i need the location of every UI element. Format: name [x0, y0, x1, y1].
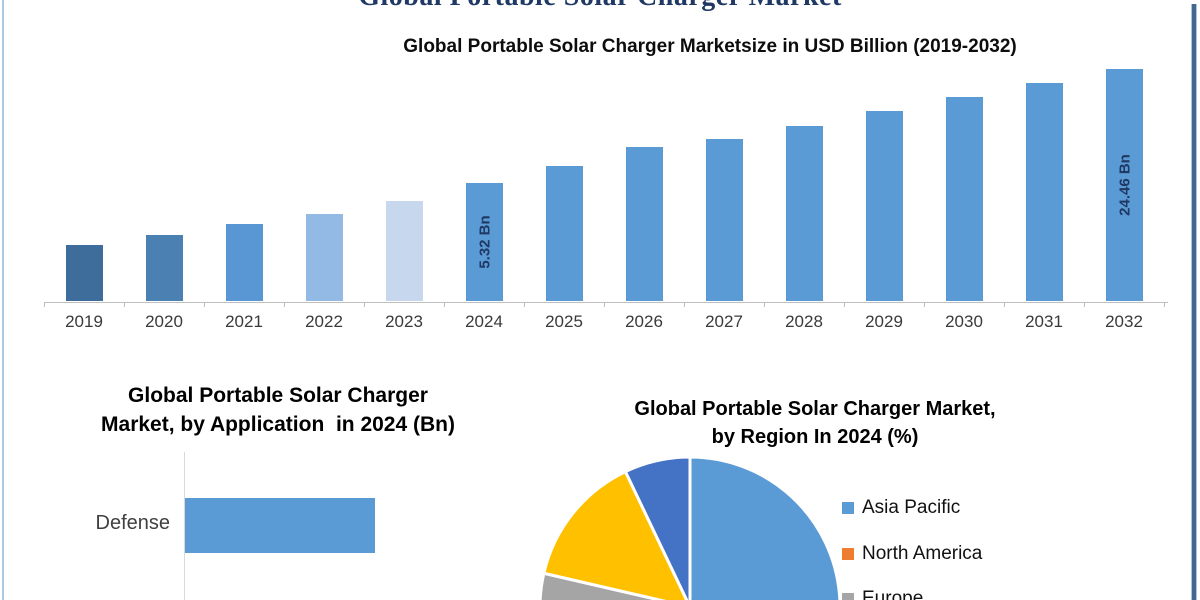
- application-category-label: Defense: [95, 512, 171, 534]
- legend-label: Asia Pacific: [862, 497, 961, 518]
- x-axis-tick: [284, 302, 285, 307]
- pie-chart-title: Global Portable Solar Charger Market, by…: [634, 398, 996, 448]
- bar-2028: [785, 126, 823, 301]
- pie-slice-unlabeled-dark-blue: [623, 455, 692, 600]
- x-axis-tick: [1164, 302, 1165, 307]
- bar-2021: [225, 224, 263, 301]
- x-axis-tick: [364, 302, 365, 307]
- application-chart-title: Global Portable Solar Charger Market, by…: [101, 384, 455, 436]
- x-axis-line: [44, 302, 1168, 303]
- bar-2020: [145, 235, 183, 301]
- x-axis-tick: [124, 302, 125, 307]
- x-axis-label-2026: 2026: [625, 312, 663, 331]
- x-axis-tick: [764, 302, 765, 307]
- bar-2029: [865, 111, 903, 301]
- bar-2027: [705, 139, 743, 301]
- x-axis-label-2025: 2025: [545, 312, 583, 331]
- x-axis-tick: [1084, 302, 1085, 307]
- x-axis-label-2029: 2029: [865, 312, 903, 331]
- pie-slice-unlabeled-yellow: [542, 469, 689, 600]
- bar-chart-title: Global Portable Solar Charger Marketsize…: [403, 36, 1017, 57]
- legend-label: Europe: [862, 588, 924, 600]
- bar-2030: [945, 97, 983, 301]
- legend-swatch-icon: [842, 593, 854, 600]
- left-border-line: [2, 0, 4, 600]
- legend-label: North America: [862, 542, 983, 564]
- bar-data-label-2024: 5.32 Bn: [476, 215, 494, 269]
- pie-slice-asia-pacific: [688, 455, 842, 600]
- application-y-axis-line: [184, 452, 185, 600]
- bar-2023: [385, 201, 423, 301]
- right-border-line: [1191, 4, 1197, 600]
- x-axis-tick: [924, 302, 925, 307]
- x-axis-label-2031: 2031: [1025, 312, 1063, 331]
- bar-2025: [545, 166, 583, 301]
- legend-item-north-america: North America: [842, 543, 982, 565]
- x-axis-tick: [844, 302, 845, 307]
- page-title: Global Portable Solar Charger Market: [0, 0, 1200, 13]
- bar-2032: [1105, 69, 1143, 301]
- x-axis-label-2023: 2023: [385, 312, 423, 331]
- x-axis-label-2022: 2022: [305, 312, 343, 331]
- bar-2026: [625, 147, 663, 301]
- x-axis-label-2019: 2019: [65, 312, 103, 331]
- x-axis-tick: [1004, 302, 1005, 307]
- application-bar-defense: [185, 498, 375, 553]
- bar-2024: [465, 183, 503, 301]
- legend-swatch-icon: [842, 502, 854, 514]
- x-axis-label-2027: 2027: [705, 312, 743, 331]
- x-axis-tick: [604, 302, 605, 307]
- x-axis-tick: [204, 302, 205, 307]
- legend-item-europe: Europe: [842, 588, 923, 600]
- legend-swatch-icon: [842, 547, 854, 560]
- bar-2022: [305, 214, 343, 301]
- x-axis-label-2024: 2024: [465, 312, 503, 331]
- bar-2031: [1025, 83, 1063, 301]
- bar-2019: [65, 245, 103, 301]
- x-axis-label-2021: 2021: [225, 312, 263, 331]
- x-axis-tick: [44, 302, 45, 307]
- x-axis-tick: [444, 302, 445, 307]
- x-axis-tick: [684, 302, 685, 307]
- x-axis-label-2032: 2032: [1105, 312, 1143, 331]
- x-axis-label-2020: 2020: [145, 312, 183, 331]
- region-pie: [538, 455, 842, 600]
- legend-item-asia-pacific: Asia Pacific: [842, 497, 960, 519]
- x-axis-label-2030: 2030: [945, 312, 983, 331]
- x-axis-tick: [524, 302, 525, 307]
- x-axis-label-2028: 2028: [785, 312, 823, 331]
- bar-data-label-2032: 24.46 Bn: [1116, 154, 1134, 216]
